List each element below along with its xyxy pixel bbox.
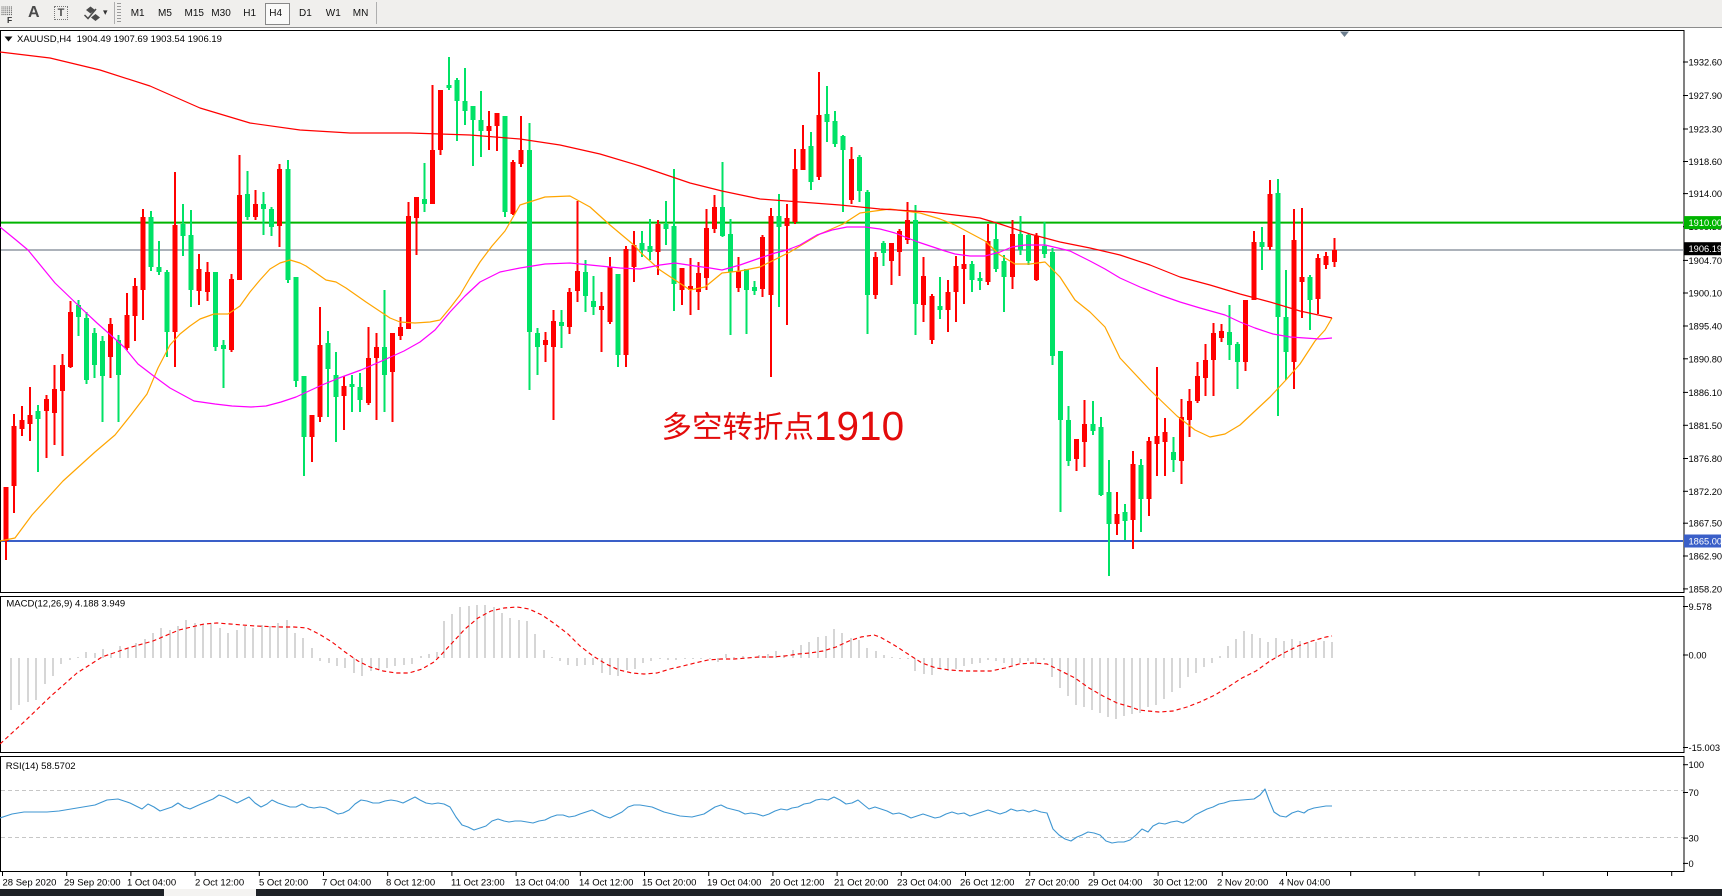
svg-text:F: F	[7, 15, 12, 25]
svg-text:13 Oct 04:00: 13 Oct 04:00	[515, 878, 569, 889]
svg-text:1872.20: 1872.20	[1689, 487, 1722, 497]
svg-text:1865.00: 1865.00	[1689, 537, 1722, 547]
svg-text:100: 100	[1689, 760, 1705, 770]
svg-text:4 Nov 04:00: 4 Nov 04:00	[1279, 878, 1330, 889]
svg-text:1927.90: 1927.90	[1689, 91, 1722, 101]
svg-text:XAUUSD,H4 1904.49 1907.69 190: XAUUSD,H4 1904.49 1907.69 1903.54 1906.1…	[17, 34, 222, 45]
svg-text:27 Oct 20:00: 27 Oct 20:00	[1025, 878, 1079, 889]
svg-text:1914.00: 1914.00	[1689, 189, 1722, 199]
svg-text:1900.10: 1900.10	[1689, 289, 1722, 299]
svg-text:1904.70: 1904.70	[1689, 256, 1722, 266]
svg-text:2 Nov 20:00: 2 Nov 20:00	[1217, 878, 1268, 889]
svg-text:70: 70	[1689, 788, 1699, 798]
svg-text:RSI(14) 58.5702: RSI(14) 58.5702	[6, 761, 76, 772]
svg-text:2 Oct 12:00: 2 Oct 12:00	[195, 878, 244, 889]
svg-text:29 Sep 20:00: 29 Sep 20:00	[64, 878, 121, 889]
svg-text:30 Oct 12:00: 30 Oct 12:00	[1153, 878, 1207, 889]
svg-text:30: 30	[1689, 834, 1699, 844]
svg-text:28 Sep 2020: 28 Sep 2020	[3, 878, 57, 889]
svg-text:1867.50: 1867.50	[1689, 519, 1722, 529]
svg-text:1890.80: 1890.80	[1689, 354, 1722, 364]
svg-text:1886.10: 1886.10	[1689, 388, 1722, 398]
svg-text:1918.60: 1918.60	[1689, 157, 1722, 167]
svg-text:0: 0	[1689, 859, 1694, 869]
svg-text:29 Oct 04:00: 29 Oct 04:00	[1088, 878, 1142, 889]
svg-text:11 Oct 23:00: 11 Oct 23:00	[451, 878, 505, 889]
svg-text:1932.60: 1932.60	[1689, 58, 1722, 68]
svg-text:1906.19: 1906.19	[1689, 244, 1722, 254]
svg-text:1895.40: 1895.40	[1689, 322, 1722, 332]
svg-text:21 Oct 20:00: 21 Oct 20:00	[834, 878, 888, 889]
svg-text:7 Oct 04:00: 7 Oct 04:00	[322, 878, 371, 889]
svg-text:1881.50: 1881.50	[1689, 421, 1722, 431]
svg-text:19 Oct 04:00: 19 Oct 04:00	[707, 878, 761, 889]
svg-text:15 Oct 20:00: 15 Oct 20:00	[642, 878, 696, 889]
svg-text:14 Oct 12:00: 14 Oct 12:00	[579, 878, 633, 889]
svg-text:9.578: 9.578	[1689, 602, 1712, 612]
svg-text:-15.003: -15.003	[1689, 743, 1721, 753]
svg-text:1876.80: 1876.80	[1689, 454, 1722, 464]
svg-text:1862.90: 1862.90	[1689, 552, 1722, 562]
svg-text:1923.30: 1923.30	[1689, 125, 1722, 135]
svg-text:MACD(12,26,9) 4.188 3.949: MACD(12,26,9) 4.188 3.949	[6, 599, 125, 610]
svg-text:20 Oct 12:00: 20 Oct 12:00	[770, 878, 824, 889]
svg-text:0.00: 0.00	[1689, 651, 1707, 661]
svg-text:5 Oct 20:00: 5 Oct 20:00	[259, 878, 308, 889]
svg-text:1858.20: 1858.20	[1689, 584, 1722, 594]
svg-text:8 Oct 12:00: 8 Oct 12:00	[386, 878, 435, 889]
svg-text:1910.00: 1910.00	[1689, 218, 1722, 228]
svg-text:1910: 1910	[814, 403, 904, 449]
svg-text:26 Oct 12:00: 26 Oct 12:00	[960, 878, 1014, 889]
svg-text:23 Oct 04:00: 23 Oct 04:00	[897, 878, 951, 889]
svg-text:1 Oct 04:00: 1 Oct 04:00	[127, 878, 176, 889]
